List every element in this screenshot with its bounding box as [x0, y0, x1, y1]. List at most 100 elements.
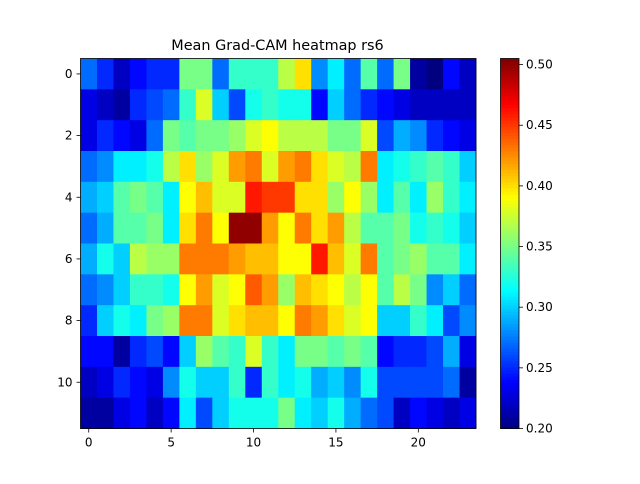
colorbar-segment [500, 138, 519, 143]
heatmap-cell [459, 336, 477, 368]
heatmap-cell [311, 151, 329, 183]
heatmap-cell [344, 151, 362, 183]
heatmap-cell [212, 58, 230, 90]
heatmap-cell [443, 397, 460, 429]
colorbar-segment [500, 215, 519, 220]
heatmap-cell [410, 181, 427, 214]
heatmap-cell [443, 305, 460, 337]
y-tick-label: 6 [65, 252, 73, 266]
heatmap-cell [327, 366, 345, 399]
heatmap-cell [146, 120, 164, 152]
heatmap-cell [129, 120, 147, 152]
heatmap-cell [327, 336, 345, 368]
colorbar-segment [500, 345, 519, 349]
heatmap-cell [360, 305, 378, 337]
heatmap-cell [459, 305, 477, 337]
heatmap-cell [245, 120, 263, 152]
heatmap-cell [228, 212, 246, 244]
heatmap-cell [278, 366, 296, 399]
heatmap-cell [459, 151, 477, 183]
heatmap-cell [426, 212, 444, 244]
heatmap-cell [278, 274, 296, 306]
heatmap-cell [393, 336, 411, 368]
heatmap-cell [146, 181, 164, 214]
colorbar-segment [500, 200, 519, 204]
heatmap-cell [377, 366, 395, 399]
heatmap-cell [410, 397, 427, 429]
colorbar-segment [500, 373, 519, 377]
colorbar-segment [500, 262, 519, 266]
colorbar-segment [500, 70, 519, 75]
y-tick-label: 2 [65, 129, 73, 143]
plot-frame [80, 58, 477, 429]
heatmap-cell [360, 243, 378, 275]
colorbar-tick-label: 0.30 [526, 300, 553, 314]
heatmap-cell [360, 58, 378, 90]
colorbar-segment [500, 332, 519, 337]
heatmap-cell [393, 58, 411, 90]
heatmap-cell [212, 243, 230, 275]
colorbar-segment [500, 144, 519, 149]
colorbar-segment [500, 299, 519, 303]
colorbar-segment [500, 354, 519, 359]
heatmap-cell [80, 151, 98, 183]
heatmap-cell [146, 89, 164, 121]
heatmap-cell [327, 89, 345, 121]
heatmap-cell [261, 212, 279, 244]
heatmap-cell [113, 151, 131, 183]
heatmap-cell [344, 274, 362, 306]
heatmap-cell [245, 336, 263, 368]
heatmap-cell [294, 243, 312, 275]
heatmap-cell [228, 274, 246, 306]
heatmap-cell [195, 151, 213, 183]
heatmap-cell [410, 366, 427, 399]
colorbar-segment [500, 104, 519, 109]
heatmap-cell [146, 305, 164, 337]
heatmap-cell [179, 212, 197, 244]
heatmap-cell [311, 397, 329, 429]
heatmap-cell [113, 397, 131, 429]
heatmap-cell [228, 305, 246, 337]
heatmap-cell [96, 181, 114, 214]
x-tick-label: 15 [328, 436, 343, 450]
heatmap-cell [96, 58, 114, 90]
heatmap-cell [228, 243, 246, 275]
heatmap-cell [212, 305, 230, 337]
heatmap-cell [294, 89, 312, 121]
heatmap-cell [162, 305, 180, 337]
heatmap-cell [278, 89, 296, 121]
colorbar-segment [500, 237, 519, 241]
heatmap-cell [146, 58, 164, 90]
heatmap-cell [410, 151, 427, 183]
colorbar-segment [500, 323, 519, 328]
heatmap-cell [443, 120, 460, 152]
heatmap-cell [261, 366, 279, 399]
colorbar-segment [500, 240, 519, 244]
heatmap-cell [113, 243, 131, 275]
heatmap-cell [410, 58, 427, 90]
colorbar-segment [500, 132, 519, 137]
heatmap-cell [261, 120, 279, 152]
heatmap-cell [311, 89, 329, 121]
colorbar-segment [500, 271, 519, 275]
colorbar-segment [500, 397, 519, 402]
heatmap-cell [426, 243, 444, 275]
colorbar-segment [500, 385, 519, 389]
colorbar-segment [500, 86, 519, 90]
heatmap-cell [212, 397, 230, 429]
heatmap-cell [228, 181, 246, 214]
heatmap-cell [278, 181, 296, 214]
heatmap-cell [294, 151, 312, 183]
heatmap-cell [113, 336, 131, 368]
colorbar-segment [500, 410, 519, 414]
heatmap-cell [327, 212, 345, 244]
colorbar-segment [500, 314, 519, 318]
heatmap-cell [393, 366, 411, 399]
heatmap-cell [179, 58, 197, 90]
colorbar-segment [500, 348, 519, 352]
colorbar-tick-label: 0.35 [526, 240, 553, 254]
colorbar-frame [500, 58, 520, 429]
heatmap-cell [245, 89, 263, 121]
colorbar-segment [500, 255, 519, 260]
heatmap-cell [96, 89, 114, 121]
